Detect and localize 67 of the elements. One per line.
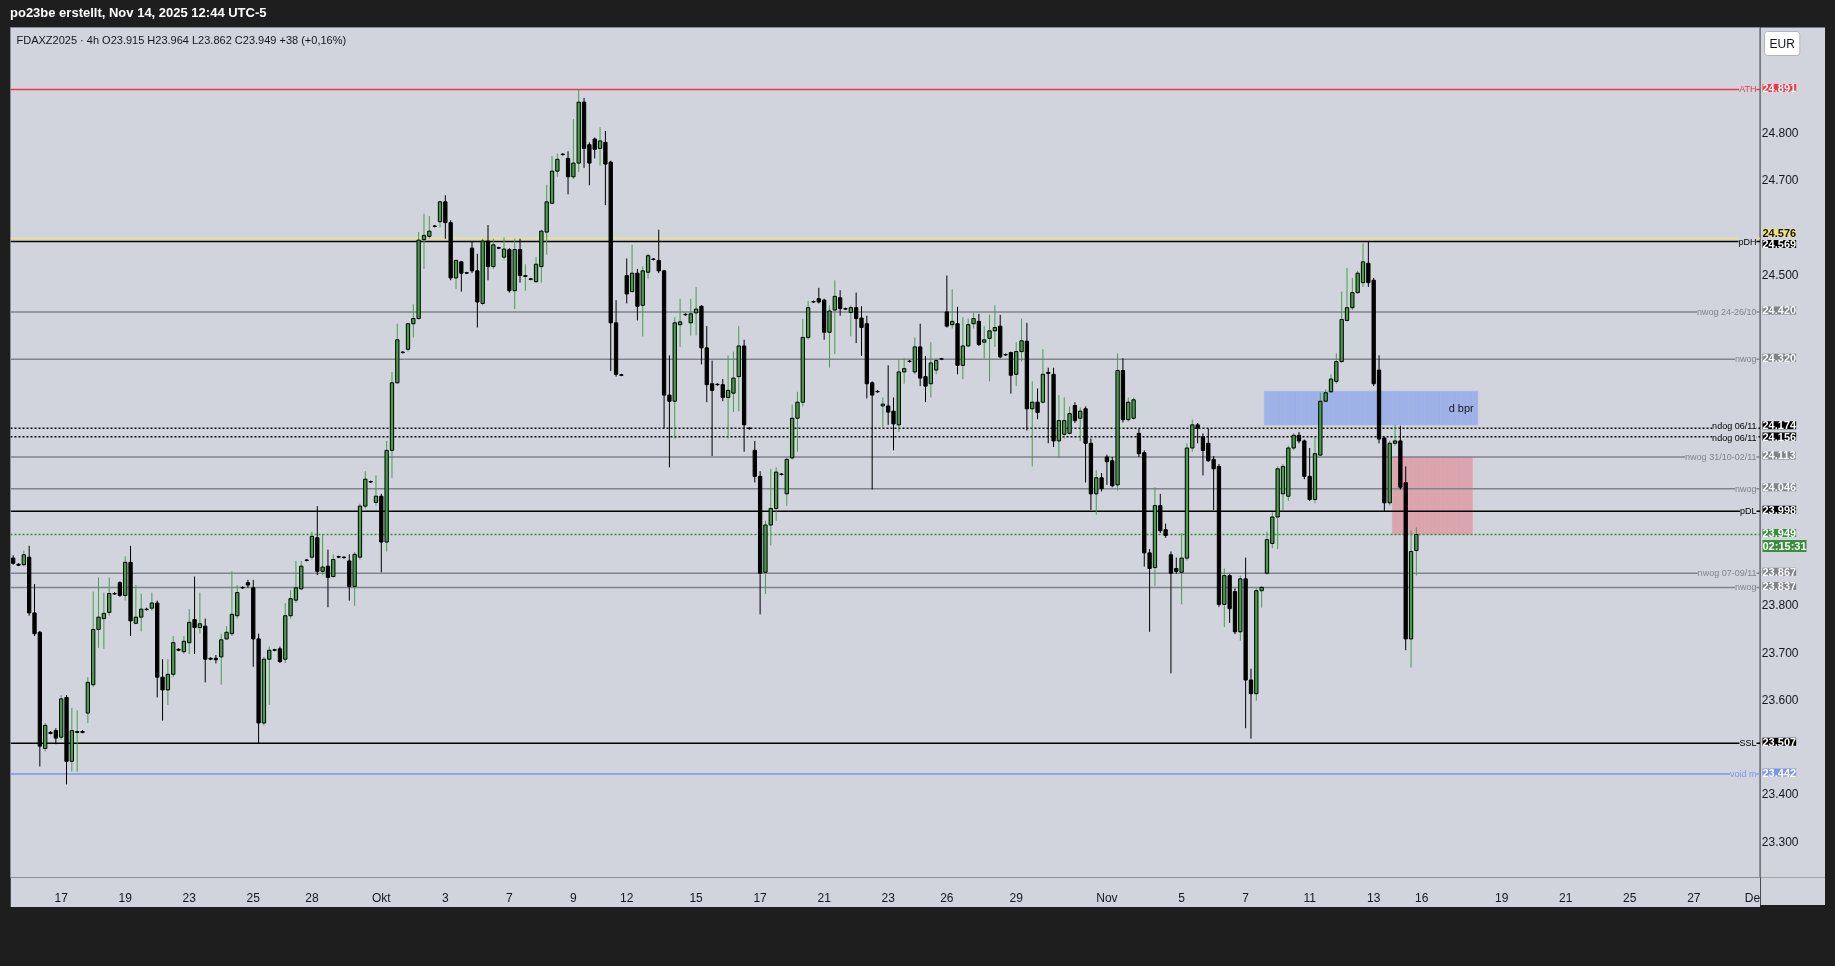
x-tick-label: 19 [1495, 890, 1509, 905]
y-tick-label: 23.442 [1762, 766, 1797, 779]
ref-line-label: pDL [1739, 506, 1757, 517]
y-tick-label: 24.113 [1762, 449, 1796, 462]
x-tick-label: De [1744, 890, 1761, 905]
y-tick-label: 24.800 [1761, 125, 1799, 140]
y-tick-label: 23.400 [1761, 787, 1799, 802]
ref-line-label: nwog 31/10-02/11 [1685, 451, 1757, 462]
y-tick-label: 24.320 [1762, 351, 1797, 364]
x-tick-label: 12 [620, 890, 634, 905]
y-tick-label: 23.700 [1761, 645, 1799, 660]
y-tick-label: 24.569 [1762, 238, 1797, 251]
y-tick-label: 23.867 [1762, 565, 1797, 578]
y-tick-label: 23.507 [1762, 735, 1797, 748]
x-tick-label: 13 [1367, 890, 1381, 905]
y-tick-label: 23.600 [1761, 692, 1799, 707]
y-tick-label: 23.837 [1762, 579, 1797, 592]
ref-line-label: pDH [1738, 236, 1757, 247]
x-tick-label: 21 [817, 890, 832, 905]
y-tick-label: 23.949 [1762, 526, 1797, 539]
x-tick-label: 19 [118, 890, 133, 905]
y-tick-label: 24.174 [1762, 419, 1798, 432]
ref-line-label: void m [1729, 769, 1757, 780]
y-tick-label: 24.156 [1762, 430, 1797, 443]
y-tick-label: 24.046 [1762, 481, 1797, 494]
ref-line-label: ndog 06/11 [1712, 433, 1757, 444]
x-tick-label: 5 [1178, 890, 1186, 905]
y-tick-label: 24.891 [1762, 81, 1797, 94]
x-tick-label: 17 [54, 890, 69, 905]
ref-line-label: nwog [1734, 354, 1757, 365]
ref-line-label: nwog [1734, 582, 1757, 593]
x-tick-label: 9 [570, 890, 578, 905]
ref-line-label: nwog 07-09/11 [1697, 568, 1757, 579]
ref-line-label: SSL [1739, 738, 1757, 749]
y-tick-label: 24.500 [1761, 267, 1799, 282]
x-tick-label: 11 [1303, 890, 1317, 905]
x-tick-label: 7 [506, 890, 514, 905]
ref-line-label: nwog 24-26/10 [1696, 306, 1757, 317]
ref-line-label: ATH [1739, 84, 1757, 95]
x-tick-label: 23 [881, 890, 896, 905]
y-tick-label: 24.576 [1762, 226, 1797, 239]
x-tick-label: 29 [1009, 890, 1024, 905]
x-tick-label: 25 [1623, 890, 1637, 905]
x-tick-label: 3 [442, 890, 449, 905]
x-tick-label: Nov [1096, 890, 1118, 905]
x-tick-label: 28 [305, 890, 319, 905]
x-tick-label: 23 [182, 890, 197, 905]
text: 02:15:31 [1762, 539, 1807, 552]
text: FDAXZ2025 · 4h O23.915 H23.964 L23.862 C23.949 +38 (+0,16%) [16, 33, 347, 46]
x-tick-label: 15 [689, 890, 704, 905]
y-tick-label: 23.998 [1762, 503, 1797, 516]
y-tick-label: 24.420 [1762, 304, 1797, 317]
x-tick-label: Okt [371, 890, 392, 905]
ref-line-label: ndog 06/11 [1712, 421, 1757, 432]
x-tick-label: 26 [940, 890, 954, 905]
x-tick-label: 17 [753, 890, 768, 905]
y-tick-label: 24.700 [1761, 173, 1799, 188]
y-tick-label: 23.300 [1761, 834, 1799, 849]
chart-title: po23be erstellt, Nov 14, 2025 12:44 UTC-5 [10, 4, 267, 22]
text: EUR [1769, 36, 1796, 51]
x-tick-label: 27 [1687, 890, 1701, 905]
x-tick-label: 7 [1242, 890, 1250, 905]
x-tick-label: 25 [246, 890, 261, 905]
x-tick-label: 21 [1559, 890, 1573, 905]
x-tick-label: 16 [1415, 890, 1429, 905]
y-tick-label: 23.800 [1761, 598, 1799, 613]
ref-line-label: nwog [1734, 483, 1757, 494]
